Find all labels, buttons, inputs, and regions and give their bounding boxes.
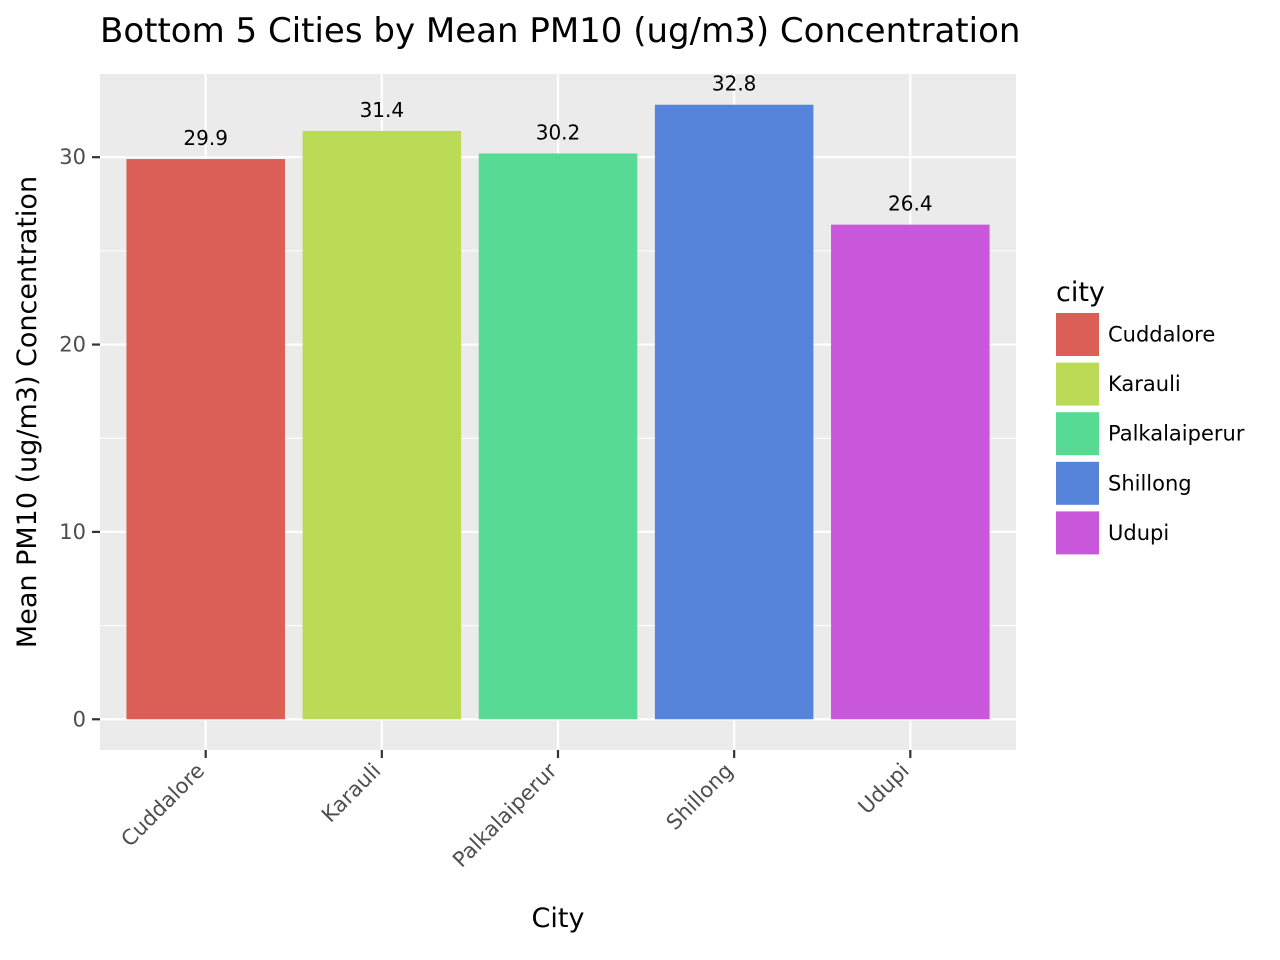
y-tick-label: 30: [59, 145, 86, 169]
legend: city Cuddalore Karauli Palkalaiperur Shillo…: [1056, 277, 1245, 555]
y-tick-label: 0: [73, 707, 86, 731]
x-axis-title: City: [532, 903, 585, 934]
data-label: 26.4: [888, 192, 933, 216]
y-axis-title: Mean PM10 (ug/m3) Concentration: [12, 176, 43, 648]
bar-cuddalore: [126, 159, 285, 720]
bar-udupi: [831, 224, 990, 720]
data-label: 32.8: [712, 72, 757, 96]
data-label: 29.9: [183, 126, 228, 150]
x-tick-label: Palkalaiperur: [448, 758, 562, 872]
chart-title: Bottom 5 Cities by Mean PM10 (ug/m3) Con…: [100, 11, 1020, 51]
legend-key: [1056, 362, 1099, 406]
data-label: 30.2: [536, 120, 581, 144]
legend-label: Shillong: [1108, 471, 1192, 495]
bar-shillong: [654, 104, 814, 720]
legend-key: [1056, 412, 1099, 456]
bar-karauli: [302, 130, 462, 720]
legend-label: Cuddalore: [1108, 323, 1215, 347]
legend-key: [1056, 461, 1099, 505]
bars: [126, 104, 990, 720]
x-tick-label: Cuddalore: [116, 759, 209, 852]
legend-label: Palkalaiperur: [1108, 422, 1245, 446]
legend-title: city: [1056, 277, 1105, 308]
x-tick-label: Karauli: [317, 759, 385, 827]
data-labels: 29.9 31.4 30.2 32.8 26.4: [183, 72, 932, 216]
y-tick-label: 20: [59, 333, 86, 357]
legend-label: Karauli: [1108, 372, 1181, 396]
y-tick-label: 10: [59, 520, 86, 544]
bar-palkalaiperur: [478, 153, 638, 720]
x-tick-label: Shillong: [662, 759, 738, 835]
legend-key: [1056, 313, 1099, 356]
legend-key: [1056, 511, 1099, 555]
x-tick-label: Udupi: [854, 759, 914, 819]
data-label: 31.4: [360, 98, 405, 122]
legend-label: Udupi: [1108, 521, 1169, 545]
